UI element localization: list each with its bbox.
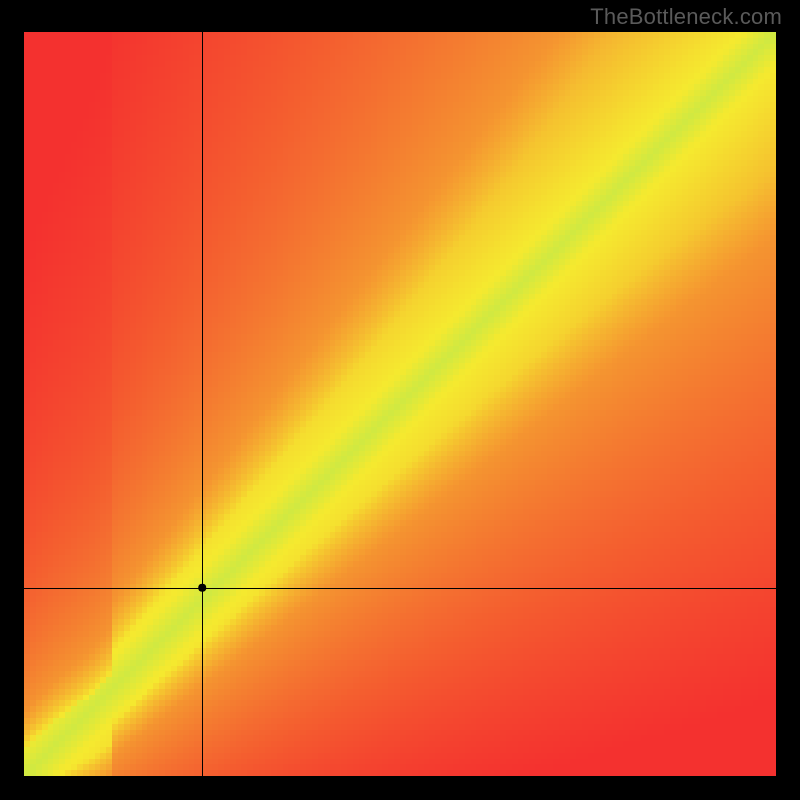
plot-frame [24, 32, 776, 776]
chart-container: TheBottleneck.com [0, 0, 800, 800]
heatmap-canvas [24, 32, 776, 776]
watermark-text: TheBottleneck.com [590, 4, 782, 30]
